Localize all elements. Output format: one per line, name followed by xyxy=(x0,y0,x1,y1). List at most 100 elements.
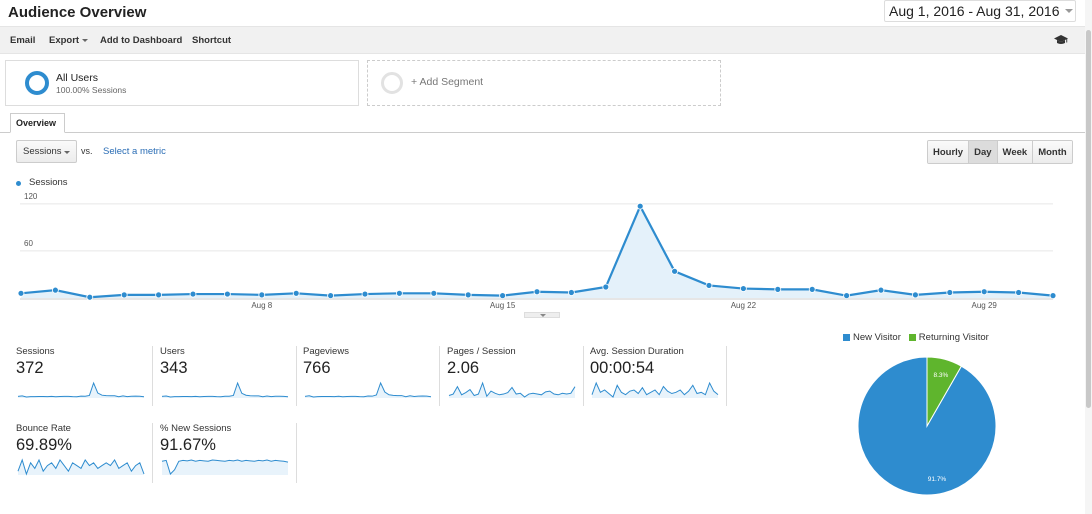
data-point[interactable] xyxy=(1049,292,1057,300)
kpi-card[interactable]: Bounce Rate 69.89% xyxy=(16,423,148,483)
email-button[interactable]: Email xyxy=(10,35,36,46)
tab-overview[interactable]: Overview xyxy=(10,113,65,133)
granularity-hourly-button[interactable]: Hourly xyxy=(928,141,970,163)
data-point[interactable] xyxy=(395,289,403,297)
data-point[interactable] xyxy=(877,286,885,294)
data-point[interactable] xyxy=(912,291,919,299)
export-button[interactable]: Export xyxy=(49,35,89,46)
granularity-toggle: Hourly Day Week Month xyxy=(927,140,1073,164)
data-point[interactable] xyxy=(430,289,438,297)
kpi-label: % New Sessions xyxy=(160,423,232,434)
x-tick-label: Aug 8 xyxy=(251,301,272,310)
kpi-label: Avg. Session Duration xyxy=(590,346,684,357)
kpi-value: 69.89% xyxy=(16,436,72,454)
sparkline-area xyxy=(162,460,288,475)
data-point[interactable] xyxy=(843,292,850,300)
data-point[interactable] xyxy=(155,291,163,299)
data-point[interactable] xyxy=(636,202,644,210)
metric-select[interactable]: Sessions xyxy=(16,140,77,163)
legend-dot-icon xyxy=(16,181,21,186)
kpi-sparkline xyxy=(17,381,145,398)
visitor-pie-chart[interactable]: 91.7% 8.3% xyxy=(855,355,1000,497)
granularity-day-button[interactable]: Day xyxy=(969,141,998,163)
data-point[interactable] xyxy=(120,291,128,299)
segment-subtext: 100.00% Sessions xyxy=(56,85,127,95)
pie-legend-new: New Visitor xyxy=(853,332,901,343)
kpi-card[interactable]: % New Sessions 91.67% xyxy=(160,423,292,483)
kpi-label: Bounce Rate xyxy=(16,423,71,434)
kpi-card[interactable]: Pageviews 766 xyxy=(303,346,435,406)
kpi-value: 372 xyxy=(16,359,44,377)
sparkline-line xyxy=(17,458,145,476)
sparkline-line xyxy=(161,381,289,398)
data-point[interactable] xyxy=(361,290,369,298)
kpi-label: Sessions xyxy=(16,346,55,357)
sparkline-line xyxy=(304,381,432,398)
shortcut-button[interactable]: Shortcut xyxy=(192,35,232,46)
data-point[interactable] xyxy=(740,285,747,292)
chevron-down-icon xyxy=(1065,9,1073,13)
kpi-card[interactable]: Avg. Session Duration 00:00:54 xyxy=(590,346,722,406)
data-point[interactable] xyxy=(189,290,197,298)
metric-select-value: Sessions xyxy=(23,146,62,157)
sparkline-area xyxy=(449,383,575,398)
kpi-card[interactable]: Users 343 xyxy=(160,346,292,406)
pie-legend: New Visitor Returning Visitor xyxy=(843,332,989,343)
data-point[interactable] xyxy=(86,293,94,301)
data-point[interactable] xyxy=(602,283,610,291)
pie-slice-label: 91.7% xyxy=(928,476,947,483)
page-title: Audience Overview xyxy=(8,4,147,21)
kpi-value: 00:00:54 xyxy=(590,359,655,377)
kpi-divider xyxy=(296,423,297,483)
kpi-card[interactable]: Pages / Session 2.06 xyxy=(447,346,579,406)
data-point[interactable] xyxy=(499,292,507,300)
empty-segment-ring-icon xyxy=(381,72,403,94)
data-point[interactable] xyxy=(808,285,816,293)
chart-legend-label: Sessions xyxy=(29,177,68,188)
kpi-value: 91.67% xyxy=(160,436,216,454)
data-point[interactable] xyxy=(671,267,678,275)
data-point[interactable] xyxy=(258,291,266,299)
chevron-down-icon xyxy=(82,38,89,42)
data-point[interactable] xyxy=(292,289,300,297)
add-segment-label: + Add Segment xyxy=(411,76,484,88)
granularity-month-button[interactable]: Month xyxy=(1033,141,1072,163)
sessions-line xyxy=(20,203,1054,299)
graduation-cap-icon[interactable] xyxy=(1054,35,1068,45)
legend-swatch-returning xyxy=(908,333,916,341)
segment-all-users[interactable]: All Users 100.00% Sessions xyxy=(5,60,359,106)
add-segment-button[interactable]: + Add Segment xyxy=(367,60,721,106)
report-toolbar: Email Export Add to Dashboard Shortcut xyxy=(0,26,1085,54)
select-metric-link[interactable]: Select a metric xyxy=(103,146,166,157)
kpi-divider xyxy=(726,346,727,406)
kpi-sparkline xyxy=(161,381,289,398)
kpi-card[interactable]: Sessions 372 xyxy=(16,346,148,406)
x-tick-label: Aug 29 xyxy=(972,301,998,310)
scrollbar-thumb[interactable] xyxy=(1086,30,1091,408)
date-range-picker[interactable]: Aug 1, 2016 - Aug 31, 2016 xyxy=(884,0,1076,22)
segment-ring-icon xyxy=(25,71,49,95)
data-point[interactable] xyxy=(533,288,541,296)
data-point[interactable] xyxy=(464,291,472,299)
data-point[interactable] xyxy=(17,289,25,297)
kpi-sparkline xyxy=(304,381,432,398)
data-point[interactable] xyxy=(774,285,782,293)
chart-collapse-handle[interactable] xyxy=(524,312,560,318)
data-point[interactable] xyxy=(327,292,335,300)
data-point[interactable] xyxy=(705,282,713,289)
data-point[interactable] xyxy=(52,286,59,294)
sessions-line-chart[interactable]: 120 60 Aug 8 Aug 15 Aug 22 Aug 29 xyxy=(0,188,1070,323)
granularity-week-button[interactable]: Week xyxy=(997,141,1034,163)
x-tick-label: Aug 15 xyxy=(490,301,516,310)
kpi-sparkline xyxy=(591,381,719,398)
data-point[interactable] xyxy=(946,289,954,296)
add-to-dashboard-button[interactable]: Add to Dashboard xyxy=(100,35,183,46)
chevron-down-icon xyxy=(64,151,70,154)
kpi-label: Users xyxy=(160,346,185,357)
pie-slice[interactable] xyxy=(926,356,963,428)
data-point[interactable] xyxy=(1015,289,1022,296)
pie-slice-label: 8.3% xyxy=(933,372,948,379)
data-point[interactable] xyxy=(568,289,575,296)
data-point[interactable] xyxy=(980,288,988,296)
data-point[interactable] xyxy=(223,290,231,298)
